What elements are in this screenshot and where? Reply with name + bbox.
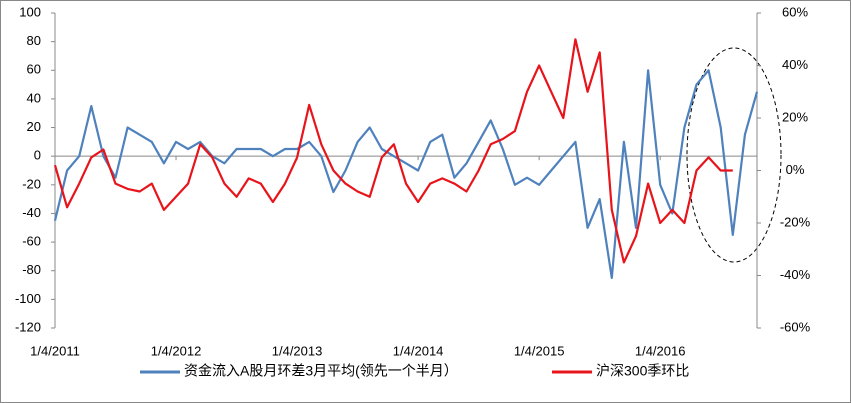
x-tick-label: 1/4/2012 [151, 343, 202, 358]
y2-tick-label: 40% [782, 57, 808, 72]
y-tick-label: 100 [19, 4, 41, 19]
y-tick-label: -60 [22, 234, 41, 249]
legend: 资金流入A股月环差3月平均(领先一个半月） 沪深300季环比 [140, 363, 689, 379]
y2-tick-label: -60% [780, 319, 811, 334]
series-line [53, 69, 759, 279]
y-tick-label: 60 [27, 62, 41, 77]
y-tick-label: -80 [22, 262, 41, 277]
y-tick-label: -40 [22, 205, 41, 220]
y-tick-label: 20 [27, 119, 41, 134]
y-tick-label: 80 [27, 33, 41, 48]
y2-tick-label: 60% [782, 4, 808, 19]
y-tick-label: 40 [27, 90, 41, 105]
y-tick-label: 0 [34, 148, 41, 163]
x-tick-label: 1/4/2016 [635, 343, 686, 358]
series-line [53, 38, 733, 264]
y-tick-label: -100 [15, 291, 41, 306]
y-tick-label: -120 [15, 319, 41, 334]
x-tick-label: 1/4/2014 [393, 343, 444, 358]
x-tick-label: 1/4/2011 [30, 343, 80, 358]
highlight-ellipse [686, 47, 782, 263]
x-tick-label: 1/4/2015 [514, 343, 565, 358]
legend-label: 沪深300季环比 [596, 363, 689, 379]
y2-tick-label: 0% [786, 162, 805, 177]
y2-tick-label: 20% [782, 109, 808, 124]
y2-tick-label: -20% [780, 214, 811, 229]
x-tick-label: 1/4/2013 [272, 343, 323, 358]
legend-label: 资金流入A股月环差3月平均(领先一个半月） [184, 363, 458, 379]
y2-tick-label: -40% [780, 267, 811, 282]
y-tick-label: -20 [22, 176, 41, 191]
